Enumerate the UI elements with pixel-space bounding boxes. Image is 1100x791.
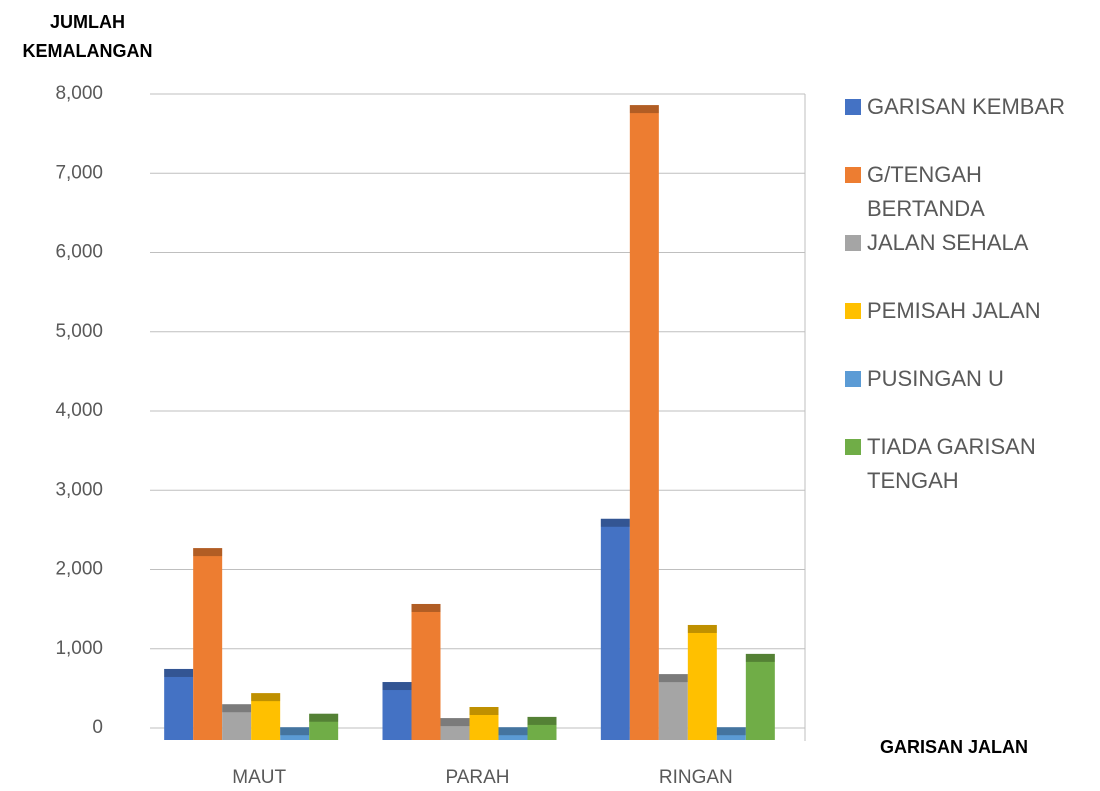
bar [716,727,746,740]
legend-item: G/TENGAH BERTANDA [845,158,1087,226]
x-tick-label: RINGAN [659,767,733,788]
y-tick-label: 0 [92,717,103,738]
y-axis-title: JUMLAH KEMALANGAN [22,12,153,61]
legend-item: TIADA GARISAN TENGAH [845,430,1087,498]
bar-top [658,674,688,683]
bar [629,105,659,741]
y-tick-label: 2,000 [55,559,103,580]
bar [411,603,441,740]
legend-label: GARISAN KEMBAR [867,94,1066,119]
legend-item: PEMISAH JALAN [845,294,1087,328]
bar-top [411,603,441,612]
bar-top [629,105,659,114]
bar-top [382,682,412,691]
bar-top [280,727,310,736]
legend-swatch [845,439,861,455]
bar-top [600,518,630,527]
x-tick-label: PARAH [445,767,509,788]
y-tick-label: 3,000 [55,479,103,500]
bar-top [498,727,528,736]
legend-swatch [845,371,861,387]
bar [600,518,630,740]
bar [193,548,223,740]
bar [658,674,688,740]
bar [382,682,412,740]
bar [469,706,499,740]
bar [687,624,717,740]
legend-swatch [845,235,861,251]
y-tick-label: 5,000 [55,321,103,342]
legend-label: PUSINGAN U [867,366,1004,391]
bar-top [164,668,194,677]
bar [251,693,281,740]
bar-top [251,693,281,702]
bar-top [309,713,339,722]
legend-swatch [845,99,861,115]
y-tick-label: 7,000 [55,162,103,183]
legend-item: PUSINGAN U [845,362,1087,396]
legend-item: GARISAN KEMBAR [845,90,1087,124]
legend-label: TIADA GARISAN TENGAH [867,434,1036,493]
bar [164,668,194,740]
bar [280,727,310,740]
bar [309,713,339,740]
bar-top [222,704,252,713]
legend-swatch [845,303,861,319]
bar [222,704,252,740]
x-tick-label: MAUT [232,767,286,788]
bar [745,653,775,740]
bar [498,727,528,740]
legend-label: JALAN SEHALA [867,230,1029,255]
bar-top [440,718,470,727]
bar-top [193,548,223,557]
y-tick-label: 6,000 [55,242,103,263]
legend-label: G/TENGAH BERTANDA [867,162,985,221]
y-tick-label: 1,000 [55,638,103,659]
x-axis-title: GARISAN JALAN [880,737,1029,757]
legend-label: PEMISAH JALAN [867,298,1041,323]
bar [440,718,470,740]
bar-top [745,653,775,662]
y-tick-label: 8,000 [55,83,103,104]
bar-top [687,624,717,633]
legend-item: JALAN SEHALA [845,226,1087,260]
bar-top [716,727,746,736]
y-tick-label: 4,000 [55,400,103,421]
bar [527,716,557,740]
bar-top [527,716,557,725]
bar-top [469,706,499,715]
legend-swatch [845,167,861,183]
